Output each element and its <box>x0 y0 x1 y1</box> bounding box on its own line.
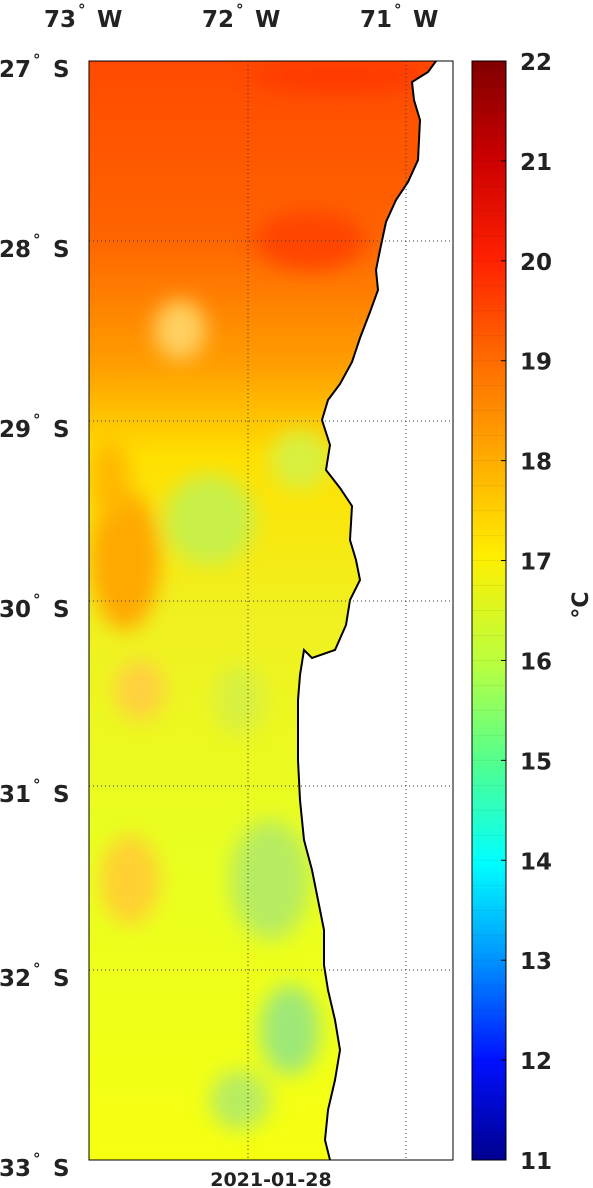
degree-symbol: ° <box>78 1 86 19</box>
colorbar-tick-label: 19 <box>520 350 552 376</box>
colorbar: 22 21 20 19 18 17 16 15 14 13 12 11 °C <box>471 50 593 1175</box>
latitude-direction: S <box>53 597 70 623</box>
longitude-label: 72 ° W <box>202 1 280 33</box>
degree-symbol: ° <box>33 231 41 249</box>
latitude-degree-value: 28 <box>0 237 31 263</box>
colorbar-tick-label: 16 <box>520 649 552 675</box>
colorbar-tick-label: 14 <box>520 849 552 875</box>
latitude-direction: S <box>53 1156 70 1182</box>
longitude-label: 71 ° W <box>360 1 438 33</box>
longitude-labels: 73 ° W 72 ° W 71 ° W <box>44 1 438 33</box>
colorbar-tick-label: 11 <box>520 1149 552 1175</box>
longitude-degree-value: 72 <box>202 7 234 33</box>
latitude-direction: S <box>53 782 70 808</box>
latitude-degree-value: 27 <box>0 57 31 83</box>
latitude-degree-value: 32 <box>0 966 31 992</box>
colorbar-tick-label: 22 <box>520 50 552 76</box>
sea-surface-temperature-field <box>89 61 436 1160</box>
map-graticule <box>89 61 453 1160</box>
latitude-labels: 27 ° S28 ° S29 ° S30 ° S31 ° S32 ° S33 ° S <box>0 51 70 1182</box>
degree-symbol: ° <box>33 776 41 794</box>
longitude-direction: W <box>255 7 280 33</box>
colorbar-tick-label: 20 <box>520 250 552 276</box>
latitude-degree-value: 30 <box>0 597 31 623</box>
degree-symbol: ° <box>33 960 41 978</box>
longitude-degree-value: 71 <box>360 7 392 33</box>
colorbar-tick-label: 18 <box>520 450 552 476</box>
colorbar-tick-label: 21 <box>520 150 552 176</box>
longitude-degree-value: 73 <box>44 7 76 33</box>
latitude-degree-value: 31 <box>0 782 31 808</box>
degree-symbol: ° <box>394 1 402 19</box>
latitude-label: 31 ° S <box>0 776 70 808</box>
latitude-label: 32 ° S <box>0 960 70 992</box>
degree-symbol: ° <box>33 411 41 429</box>
latitude-direction: S <box>53 417 70 443</box>
latitude-label: 27 ° S <box>0 51 70 83</box>
longitude-label: 73 ° W <box>44 1 122 33</box>
colorbar-tick-label: 17 <box>520 550 552 576</box>
degree-symbol: ° <box>33 51 41 69</box>
longitude-direction: W <box>413 7 438 33</box>
colorbar-ticks: 22 21 20 19 18 17 16 15 14 13 12 11 <box>501 50 552 1175</box>
latitude-label: 28 ° S <box>0 231 70 263</box>
colorbar-unit-label: °C <box>569 591 593 618</box>
degree-symbol: ° <box>33 591 41 609</box>
colorbar-tick-label: 15 <box>520 749 552 775</box>
latitude-label: 30 ° S <box>0 591 70 623</box>
degree-symbol: ° <box>236 1 244 19</box>
map-frame <box>88 60 454 1161</box>
latitude-degree-value: 29 <box>0 417 31 443</box>
latitude-direction: S <box>53 966 70 992</box>
colorbar-tick-label: 12 <box>520 1049 552 1075</box>
latitude-label: 33 ° S <box>0 1150 70 1182</box>
latitude-degree-value: 33 <box>0 1156 31 1182</box>
longitude-direction: W <box>97 7 122 33</box>
colorbar-tick-label: 13 <box>520 949 552 975</box>
latitude-direction: S <box>53 237 70 263</box>
coastline <box>297 60 437 1161</box>
date-label: 2021-01-28 <box>210 1169 332 1188</box>
colorbar-gradient <box>471 60 507 1161</box>
temperature-patches <box>90 61 430 1130</box>
latitude-label: 29 ° S <box>0 411 70 443</box>
latitude-direction: S <box>53 57 70 83</box>
colorbar-bands <box>472 85 506 1136</box>
degree-symbol: ° <box>33 1150 41 1168</box>
